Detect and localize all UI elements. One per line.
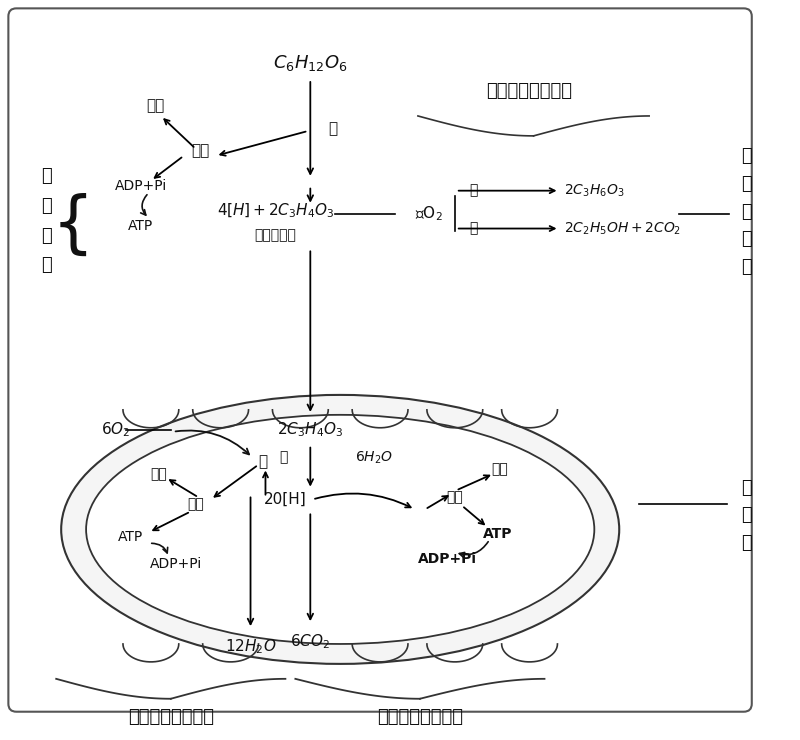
Text: 热能: 热能 [150, 468, 167, 482]
Text: 体: 体 [742, 534, 752, 552]
Text: ATP: ATP [483, 528, 513, 542]
Text: （丙酮酸）: （丙酮酸） [254, 229, 296, 243]
Text: $2C_3H_4O_3$: $2C_3H_4O_3$ [278, 420, 343, 439]
Text: ADP+Pi: ADP+Pi [418, 552, 478, 566]
Text: 质: 质 [742, 203, 752, 221]
Ellipse shape [86, 415, 594, 644]
Text: ATP: ATP [118, 531, 143, 545]
Text: 胞: 胞 [742, 175, 752, 192]
Ellipse shape [61, 395, 619, 664]
Text: 能量: 能量 [446, 491, 463, 505]
Text: 热能: 热能 [146, 98, 165, 113]
Text: 有氧呼吸第三阶段: 有氧呼吸第三阶段 [128, 707, 214, 726]
Text: 阶: 阶 [41, 226, 52, 244]
Text: 细: 细 [742, 147, 752, 165]
Text: $6CO_2$: $6CO_2$ [290, 633, 330, 651]
Text: 线: 线 [742, 479, 752, 497]
Text: {: { [52, 192, 94, 258]
Text: 基: 基 [742, 230, 752, 249]
Text: $12H_2O$: $12H_2O$ [225, 638, 276, 656]
Text: 能量: 能量 [187, 497, 204, 511]
Text: 有氧呼吸第二阶段: 有氧呼吸第二阶段 [377, 707, 463, 726]
Text: ADP+Pi: ADP+Pi [114, 178, 167, 192]
Text: 质: 质 [742, 258, 752, 276]
Text: 酶: 酶 [328, 121, 338, 136]
Text: ADP+Pi: ADP+Pi [150, 557, 202, 571]
Text: $2C_3H_6O_3$: $2C_3H_6O_3$ [565, 183, 625, 199]
Text: 酶: 酶 [470, 221, 478, 235]
Text: 段: 段 [41, 256, 52, 275]
Text: 粒: 粒 [742, 506, 752, 525]
Text: $4[H] + 2C_3H_4O_3$: $4[H] + 2C_3H_4O_3$ [217, 201, 334, 220]
Text: $6H_2O$: $6H_2O$ [355, 449, 394, 466]
Text: 无氧呼吸第二阶段: 无氧呼吸第二阶段 [486, 82, 573, 100]
Text: 酶: 酶 [279, 451, 287, 465]
Text: 热能: 热能 [491, 462, 508, 477]
Text: 一: 一 [41, 197, 52, 215]
Text: 酶: 酶 [470, 184, 478, 198]
Text: 第: 第 [41, 166, 52, 185]
Text: 无O$_2$: 无O$_2$ [415, 204, 442, 223]
Text: ATP: ATP [128, 218, 154, 232]
Text: 酶: 酶 [258, 454, 267, 469]
Text: $2C_2H_5OH+2CO_2$: $2C_2H_5OH+2CO_2$ [565, 221, 682, 237]
FancyBboxPatch shape [8, 8, 752, 712]
Text: $6O_2$: $6O_2$ [101, 420, 130, 439]
Text: 能量: 能量 [191, 144, 210, 158]
Text: $C_6H_{12}O_6$: $C_6H_{12}O_6$ [273, 53, 347, 73]
Text: 20[H]: 20[H] [264, 492, 306, 507]
